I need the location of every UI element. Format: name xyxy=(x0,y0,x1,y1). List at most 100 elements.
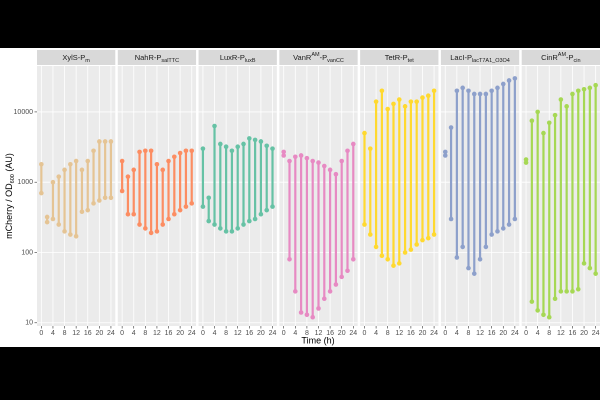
low-point xyxy=(293,289,298,294)
high-point xyxy=(102,139,108,144)
high-point xyxy=(235,144,241,149)
low-point xyxy=(420,237,425,243)
strip xyxy=(279,50,358,65)
high-point xyxy=(385,106,390,112)
low-point xyxy=(206,218,212,224)
high-point xyxy=(131,167,137,173)
low-point xyxy=(367,232,373,237)
bottom-band xyxy=(0,347,600,400)
low-point xyxy=(108,195,114,201)
high-point xyxy=(477,91,483,97)
x-tick-label: 20 xyxy=(499,330,507,337)
low-point xyxy=(85,207,91,213)
high-point xyxy=(304,155,310,161)
low-point xyxy=(512,216,518,222)
high-point xyxy=(68,161,73,167)
x-tick-label: 16 xyxy=(84,330,92,337)
low-point xyxy=(593,271,598,276)
x-tick-label: 8 xyxy=(547,330,551,337)
high-point xyxy=(183,148,189,154)
text-part: XylS-P xyxy=(62,53,85,62)
high-point xyxy=(362,130,367,136)
low-point xyxy=(125,211,131,217)
low-point xyxy=(131,211,137,217)
high-point xyxy=(471,91,477,97)
strip-title: LuxR-PluxB xyxy=(220,53,256,64)
x-tick-label: 12 xyxy=(395,330,403,337)
text-part: NahR-P xyxy=(135,53,162,62)
text-part: CinR xyxy=(541,53,558,62)
high-point xyxy=(408,99,414,104)
x-tick-label: 4 xyxy=(374,330,378,337)
high-point xyxy=(73,158,79,164)
low-point xyxy=(402,250,408,255)
low-point xyxy=(529,299,535,304)
top-band xyxy=(0,0,600,48)
high-point xyxy=(327,167,333,173)
x-tick-label: 16 xyxy=(569,330,577,337)
low-point xyxy=(396,261,402,266)
high-point xyxy=(258,139,264,144)
text-part: (AU) xyxy=(4,153,14,174)
low-point xyxy=(442,153,448,158)
y-axis-title: mCherry / OD600 (AU) xyxy=(4,153,16,239)
x-tick-label: 8 xyxy=(467,330,471,337)
high-point xyxy=(79,167,85,173)
high-point xyxy=(506,78,512,83)
high-point xyxy=(425,93,431,99)
high-point xyxy=(270,146,275,151)
high-point xyxy=(154,161,160,167)
high-point xyxy=(512,76,518,81)
low-point xyxy=(460,244,465,250)
low-point xyxy=(339,274,344,280)
x-tick-label: 24 xyxy=(107,330,115,337)
high-point xyxy=(523,157,529,162)
high-point xyxy=(143,148,148,154)
high-point xyxy=(247,136,252,141)
high-point xyxy=(391,101,396,107)
high-point xyxy=(593,82,598,88)
low-point xyxy=(327,289,333,294)
low-point xyxy=(471,271,477,276)
x-tick-label: 24 xyxy=(592,330,600,337)
strip-title: LacI-PlacT7A1_O3O4 xyxy=(450,53,510,64)
high-point xyxy=(108,139,114,144)
high-point xyxy=(125,174,131,179)
high-point xyxy=(339,158,344,164)
low-point xyxy=(137,222,142,227)
high-point xyxy=(345,148,350,154)
x-tick-label: 4 xyxy=(455,330,459,337)
low-point xyxy=(264,207,270,213)
x-tick-label: 0 xyxy=(120,330,124,337)
high-point xyxy=(172,154,177,160)
low-point xyxy=(495,229,500,234)
high-point xyxy=(39,161,44,167)
high-point xyxy=(529,118,535,123)
high-point xyxy=(189,148,195,154)
text-part: LacI-P xyxy=(450,53,472,62)
low-point xyxy=(183,204,189,209)
high-point xyxy=(541,130,546,136)
high-point xyxy=(97,139,102,144)
high-point xyxy=(223,144,229,149)
x-tick-label: 4 xyxy=(293,330,297,337)
x-tick-label: 0 xyxy=(524,330,528,337)
low-point xyxy=(258,211,264,217)
low-point xyxy=(575,286,581,292)
low-point xyxy=(408,247,414,252)
low-point xyxy=(287,257,292,262)
low-point xyxy=(223,229,229,234)
x-tick-label: 8 xyxy=(224,330,228,337)
low-point xyxy=(79,209,85,215)
low-point xyxy=(252,216,258,222)
x-tick-label: 20 xyxy=(419,330,427,337)
low-point xyxy=(489,232,494,237)
low-point xyxy=(345,268,350,274)
high-point xyxy=(587,85,593,91)
high-point xyxy=(333,171,339,177)
low-point xyxy=(39,190,44,196)
high-point xyxy=(160,167,166,173)
high-point xyxy=(50,179,56,185)
high-point xyxy=(119,158,125,164)
